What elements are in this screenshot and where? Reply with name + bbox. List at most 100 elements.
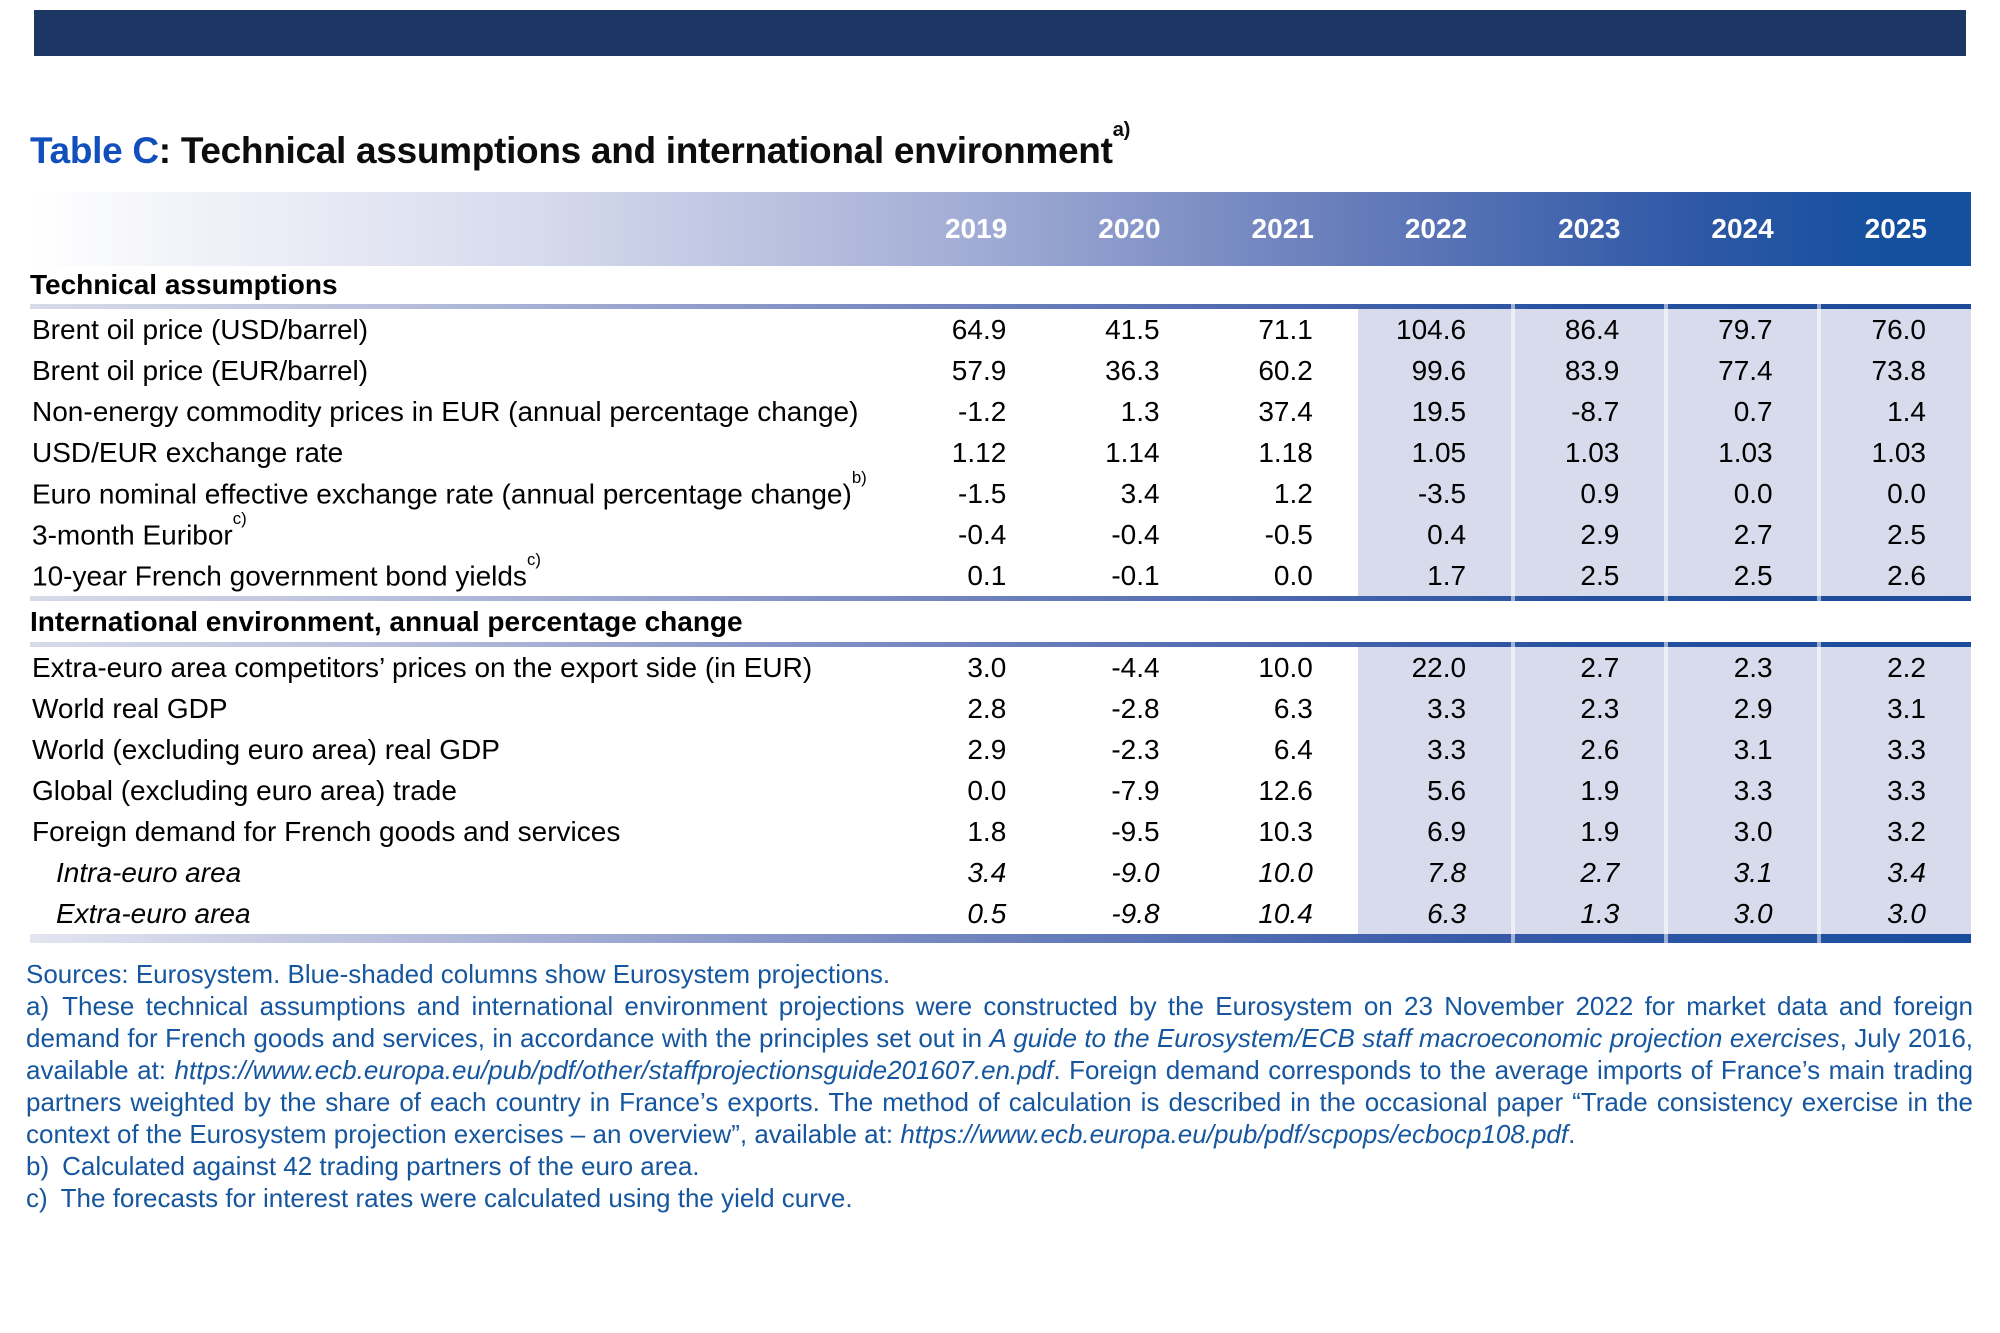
value-cell: 0.5 [967, 897, 1007, 929]
year-header-2025: 2025 [1864, 213, 1927, 244]
row-label-superscript: c) [526, 549, 541, 569]
value-cell: 86.4 [1511, 309, 1665, 350]
row-label-cell: Extra-euro area competitors’ prices on t… [30, 647, 898, 688]
value-cell: -4.4 [1111, 651, 1160, 683]
footnote-a-segment: A guide to the Eurosystem/ECB staff macr… [989, 1023, 1840, 1053]
value-cell: 6.4 [1273, 733, 1313, 765]
value-cell: 6.9 [1357, 811, 1512, 852]
value-cell: 3.0 [967, 651, 1007, 683]
row-label: Extra-euro area competitors’ prices on t… [32, 651, 813, 683]
value-cell: -7.9 [1111, 774, 1160, 806]
table-footer-rule [30, 934, 1971, 943]
value-cell: -9.0 [1111, 856, 1160, 888]
value-cell: 3.4 [1120, 477, 1160, 509]
row-label-cell: World (excluding euro area) real GDP [30, 729, 898, 770]
table-row: Global (excluding euro area) trade 0.0 -7.… [30, 770, 1971, 811]
footnote-a-text: These technical assumptions and internat… [26, 991, 1973, 1149]
value-cell: 1.2 [1273, 477, 1313, 509]
value-cell: 3.3 [1664, 770, 1818, 811]
value-cell: 2.6 [1817, 555, 1971, 596]
value-cell: 0.7 [1664, 391, 1818, 432]
table-title-separator: : [158, 130, 181, 171]
value-cell: 6.3 [1357, 893, 1512, 934]
value-cell: 1.03 [1511, 432, 1665, 473]
value-cell: 1.18 [1258, 436, 1313, 468]
row-label-superscript: b) [851, 467, 867, 487]
value-cell: 0.0 [1273, 559, 1313, 591]
row-label: Extra-euro area [56, 897, 251, 929]
value-cell: 10.0 [1258, 651, 1313, 683]
international-section-head: International environment, annual percen… [30, 596, 1971, 647]
value-cell: 64.9 [951, 313, 1007, 345]
table-row: World (excluding euro area) real GDP 2.9 -… [30, 729, 1971, 770]
value-cell: 1.3 [1120, 395, 1160, 427]
value-cell: 5.6 [1357, 770, 1512, 811]
value-cell: 3.1 [1817, 688, 1971, 729]
value-cell: -0.4 [1111, 518, 1160, 550]
section-header-technical: Technical assumptions [30, 266, 1971, 304]
value-cell: -3.5 [1357, 473, 1512, 514]
year-header-2021: 2021 [1251, 213, 1314, 244]
top-banner [34, 10, 1966, 56]
row-label: Intra-euro area [56, 856, 242, 888]
value-cell: 1.9 [1511, 811, 1665, 852]
table-title: Table C: Technical assumptions and inter… [30, 119, 1130, 172]
footnote-a-segment: . Foreign demand corresponds to the aver… [26, 1055, 1973, 1149]
value-cell: 2.7 [1664, 514, 1818, 555]
footnote-c-text: The forecasts for interest rates were ca… [60, 1183, 853, 1213]
value-cell: 57.9 [951, 354, 1007, 386]
value-cell: 2.6 [1511, 729, 1665, 770]
value-cell: 36.3 [1105, 354, 1160, 386]
assumptions-table: Technical assumptions Brent oil price (U… [30, 266, 1971, 943]
value-cell: 3.3 [1357, 729, 1512, 770]
row-label-cell: Intra-euro area [30, 852, 898, 893]
divider-rule [30, 304, 1971, 309]
technical-section-head: Technical assumptions [30, 266, 1971, 309]
year-header-2022: 2022 [1404, 213, 1468, 244]
value-cell: 3.3 [1357, 688, 1512, 729]
value-cell: -9.5 [1111, 815, 1160, 847]
value-cell: 22.0 [1357, 647, 1512, 688]
value-cell: 1.03 [1817, 432, 1971, 473]
row-label: 3-month Euribor [32, 518, 233, 550]
footnote-b: b) Calculated against 42 trading partners… [26, 1150, 1973, 1182]
footnote-a-segment: These technical assumptions and internat… [26, 991, 1973, 1053]
value-cell: 3.3 [1817, 729, 1971, 770]
footnote-b-marker: b) [26, 1151, 50, 1181]
row-label-cell: Foreign demand for French goods and serv… [30, 811, 898, 852]
value-cell: -0.5 [1264, 518, 1313, 550]
value-cell: 19.5 [1357, 391, 1512, 432]
row-label-cell: 10-year French government bond yieldsc) [30, 550, 898, 596]
row-label-cell: Euro nominal effective exchange rate (an… [30, 468, 898, 514]
value-cell: 6.3 [1273, 692, 1313, 724]
table-row: Extra-euro area competitors’ prices on t… [30, 647, 1971, 688]
table-row: 3-month Euriborc) -0.4 -0.4 -0.5 0.4 2.9 2.7 2.… [30, 509, 1971, 555]
value-cell: -2.8 [1111, 692, 1160, 724]
projection-column-separator [1817, 304, 1821, 943]
international-rows: Extra-euro area competitors’ prices on t… [30, 647, 1971, 934]
value-cell: 3.2 [1817, 811, 1971, 852]
row-label: Non-energy commodity prices in EUR (annu… [32, 395, 859, 427]
section-header-technical-label: Technical assumptions [30, 269, 338, 301]
table-row: Intra-euro area 3.4 -9.0 10.0 7.8 2.7 3.1 3.4 [30, 852, 1971, 893]
value-cell: 2.9 [967, 733, 1007, 765]
value-cell: 76.0 [1817, 309, 1971, 350]
row-label: Foreign demand for French goods and serv… [32, 815, 621, 847]
table-row: World real GDP 2.8 -2.8 6.3 3.3 2.3 2.9 3.1 [30, 688, 1971, 729]
value-cell: 2.5 [1817, 514, 1971, 555]
value-cell: 1.12 [951, 436, 1007, 468]
value-cell: 7.8 [1357, 852, 1512, 893]
table-row: Non-energy commodity prices in EUR (annu… [30, 391, 1971, 432]
section-header-international: International environment, annual percen… [30, 601, 1971, 642]
year-header-2019: 2019 [944, 213, 1008, 244]
value-cell: -1.2 [958, 395, 1007, 427]
footnote-a-segment: https://www.ecb.europa.eu/pub/pdf/scpops… [900, 1119, 1569, 1149]
value-cell: 3.0 [1664, 893, 1818, 934]
year-header-band: 2019 2020 2021 2022 2023 2024 2025 [30, 192, 1971, 266]
value-cell: 60.2 [1258, 354, 1313, 386]
footnote-a-segment: . [1568, 1119, 1576, 1149]
value-cell: 2.7 [1511, 647, 1665, 688]
value-cell: 3.4 [1817, 852, 1971, 893]
value-cell: 2.5 [1664, 555, 1818, 596]
divider-rule [30, 596, 1971, 601]
